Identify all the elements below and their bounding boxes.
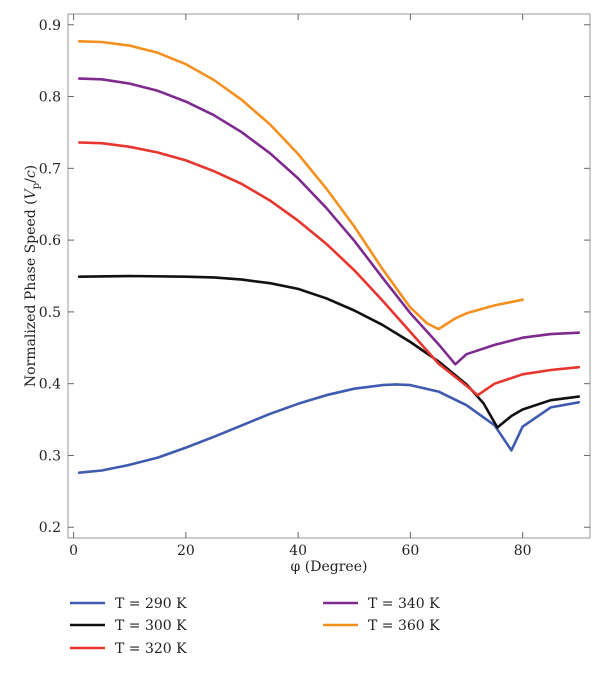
x-axis-title: φ (Degree) <box>291 559 368 575</box>
y-tick-label: 0.3 <box>39 448 61 464</box>
y-axis: 0.2 0.3 0.4 0.5 0.6 0.7 0.8 0.9 <box>39 18 590 536</box>
series-line <box>77 141 581 397</box>
y-tick-label: 0.8 <box>39 90 61 106</box>
legend-label: T = 300 K <box>115 618 187 634</box>
y-tick-label: 0.9 <box>39 18 61 34</box>
y-tick-label: 0.4 <box>39 377 61 393</box>
y-axis-title: Normalized Phase Speed (Vp/c) <box>23 165 42 387</box>
legend: T = 290 K T = 300 K T = 320 K T = 340 K T = … <box>70 596 440 657</box>
legend-label: T = 340 K <box>368 596 440 612</box>
series-line <box>77 383 581 474</box>
x-tick-label: 40 <box>289 543 307 559</box>
x-tick-label: 80 <box>514 543 532 559</box>
series-line <box>77 40 524 331</box>
plot-frame <box>67 13 591 539</box>
x-tick-label: 0 <box>69 543 78 559</box>
y-tick-label: 0.2 <box>39 520 61 536</box>
series-layer <box>77 40 581 474</box>
series-line <box>77 274 581 429</box>
x-tick-label: 20 <box>177 543 195 559</box>
legend-label: T = 320 K <box>115 641 187 657</box>
y-tick-label: 0.5 <box>39 305 61 321</box>
y-tick-label: 0.7 <box>39 161 61 177</box>
legend-label: T = 290 K <box>115 596 187 612</box>
x-axis: 0 20 40 60 80 <box>69 14 532 559</box>
y-tick-label: 0.6 <box>39 233 61 249</box>
x-tick-label: 60 <box>401 543 419 559</box>
series-line <box>77 77 581 366</box>
legend-label: T = 360 K <box>368 618 440 634</box>
